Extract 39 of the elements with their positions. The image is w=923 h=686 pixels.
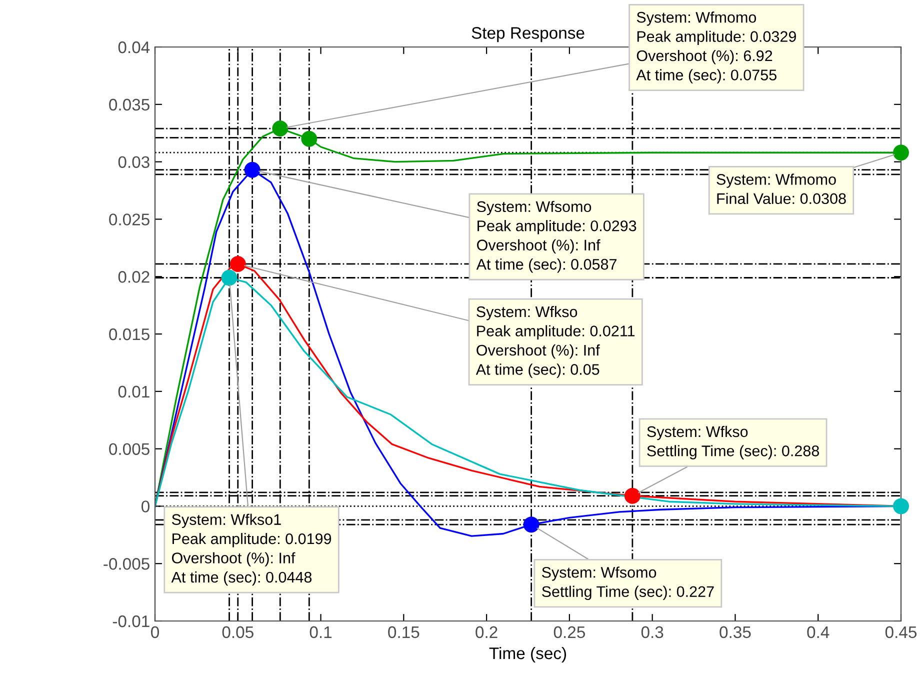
y-tick-label: 0.025	[109, 214, 150, 226]
y-tick-label: -0.005	[104, 558, 150, 570]
x-tick-label: 0.35	[720, 626, 751, 638]
point	[221, 270, 238, 286]
point	[523, 516, 540, 533]
x-axis-title: Time (sec)	[489, 646, 566, 662]
chart-title: Step Response	[472, 27, 584, 42]
x-tick-label: 0.1	[310, 626, 332, 638]
point	[230, 256, 246, 272]
y-tick-label: 0.02	[118, 271, 150, 283]
x-tick-label: 0.45	[885, 626, 917, 638]
point	[272, 120, 288, 136]
point	[301, 130, 318, 147]
annotation: System: Wfmomo Peak amplitude: 0.0329 Overshoot (%): 6.92 At time (sec): 0.0755	[636, 12, 796, 84]
y-tick-label: 0.015	[109, 328, 150, 340]
point	[893, 144, 909, 161]
annotation: System: Wfsomo Settling Time (sec): 0.227	[542, 566, 714, 600]
y-tick-label: 0.035	[109, 98, 150, 111]
x-tick-label: 0	[151, 626, 159, 638]
annotation: System: Wfkso Settling Time (sec): 0.288	[647, 426, 820, 460]
x-tick-label: 0.15	[388, 626, 420, 638]
x-tick-label: 0.25	[554, 626, 585, 638]
annotation: System: Wfsomo Peak amplitude: 0.0293 Overshoot (%): Inf At time (sec): 0.0587	[476, 200, 636, 273]
point	[893, 498, 909, 514]
y-tick-label: 0.01	[118, 386, 150, 398]
y-tick-label: 0.03	[118, 156, 150, 168]
point	[244, 162, 260, 178]
annotation: System: Wfkso Peak amplitude: 0.0211 Overshoot (%): Inf At time (sec): 0.05	[476, 306, 635, 378]
y-tick-label: 0	[142, 500, 150, 512]
y-tick-label: 0.04	[118, 41, 150, 54]
x-tick-label: 0.2	[476, 626, 498, 638]
y-tick-label: 0.005	[109, 443, 150, 456]
x-tick-label: 0.05	[222, 626, 254, 638]
x-tick-label: 0.3	[641, 626, 664, 638]
point	[624, 488, 640, 504]
annotation: System: Wfmomo Final Value: 0.0308	[716, 174, 846, 204]
y-tick-label: -0.01	[112, 615, 150, 628]
annotation: System: Wfkso1 Peak amplitude: 0.0199 Overshoot (%): Inf At time (sec): 0.0448	[171, 514, 332, 586]
x-tick-label: 0.4	[807, 626, 830, 638]
